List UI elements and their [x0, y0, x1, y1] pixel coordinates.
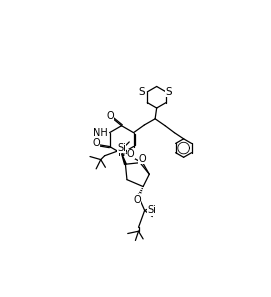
Polygon shape [122, 154, 126, 165]
Text: O: O [106, 111, 114, 121]
Text: S: S [138, 87, 145, 97]
Text: O: O [133, 195, 141, 205]
Text: O: O [127, 149, 135, 159]
Text: O: O [138, 154, 146, 164]
Text: Si: Si [147, 206, 156, 215]
Text: S: S [165, 87, 172, 97]
Text: N: N [118, 148, 125, 159]
Text: Si: Si [117, 143, 126, 153]
Text: NH: NH [93, 128, 108, 138]
Text: O: O [93, 138, 100, 148]
